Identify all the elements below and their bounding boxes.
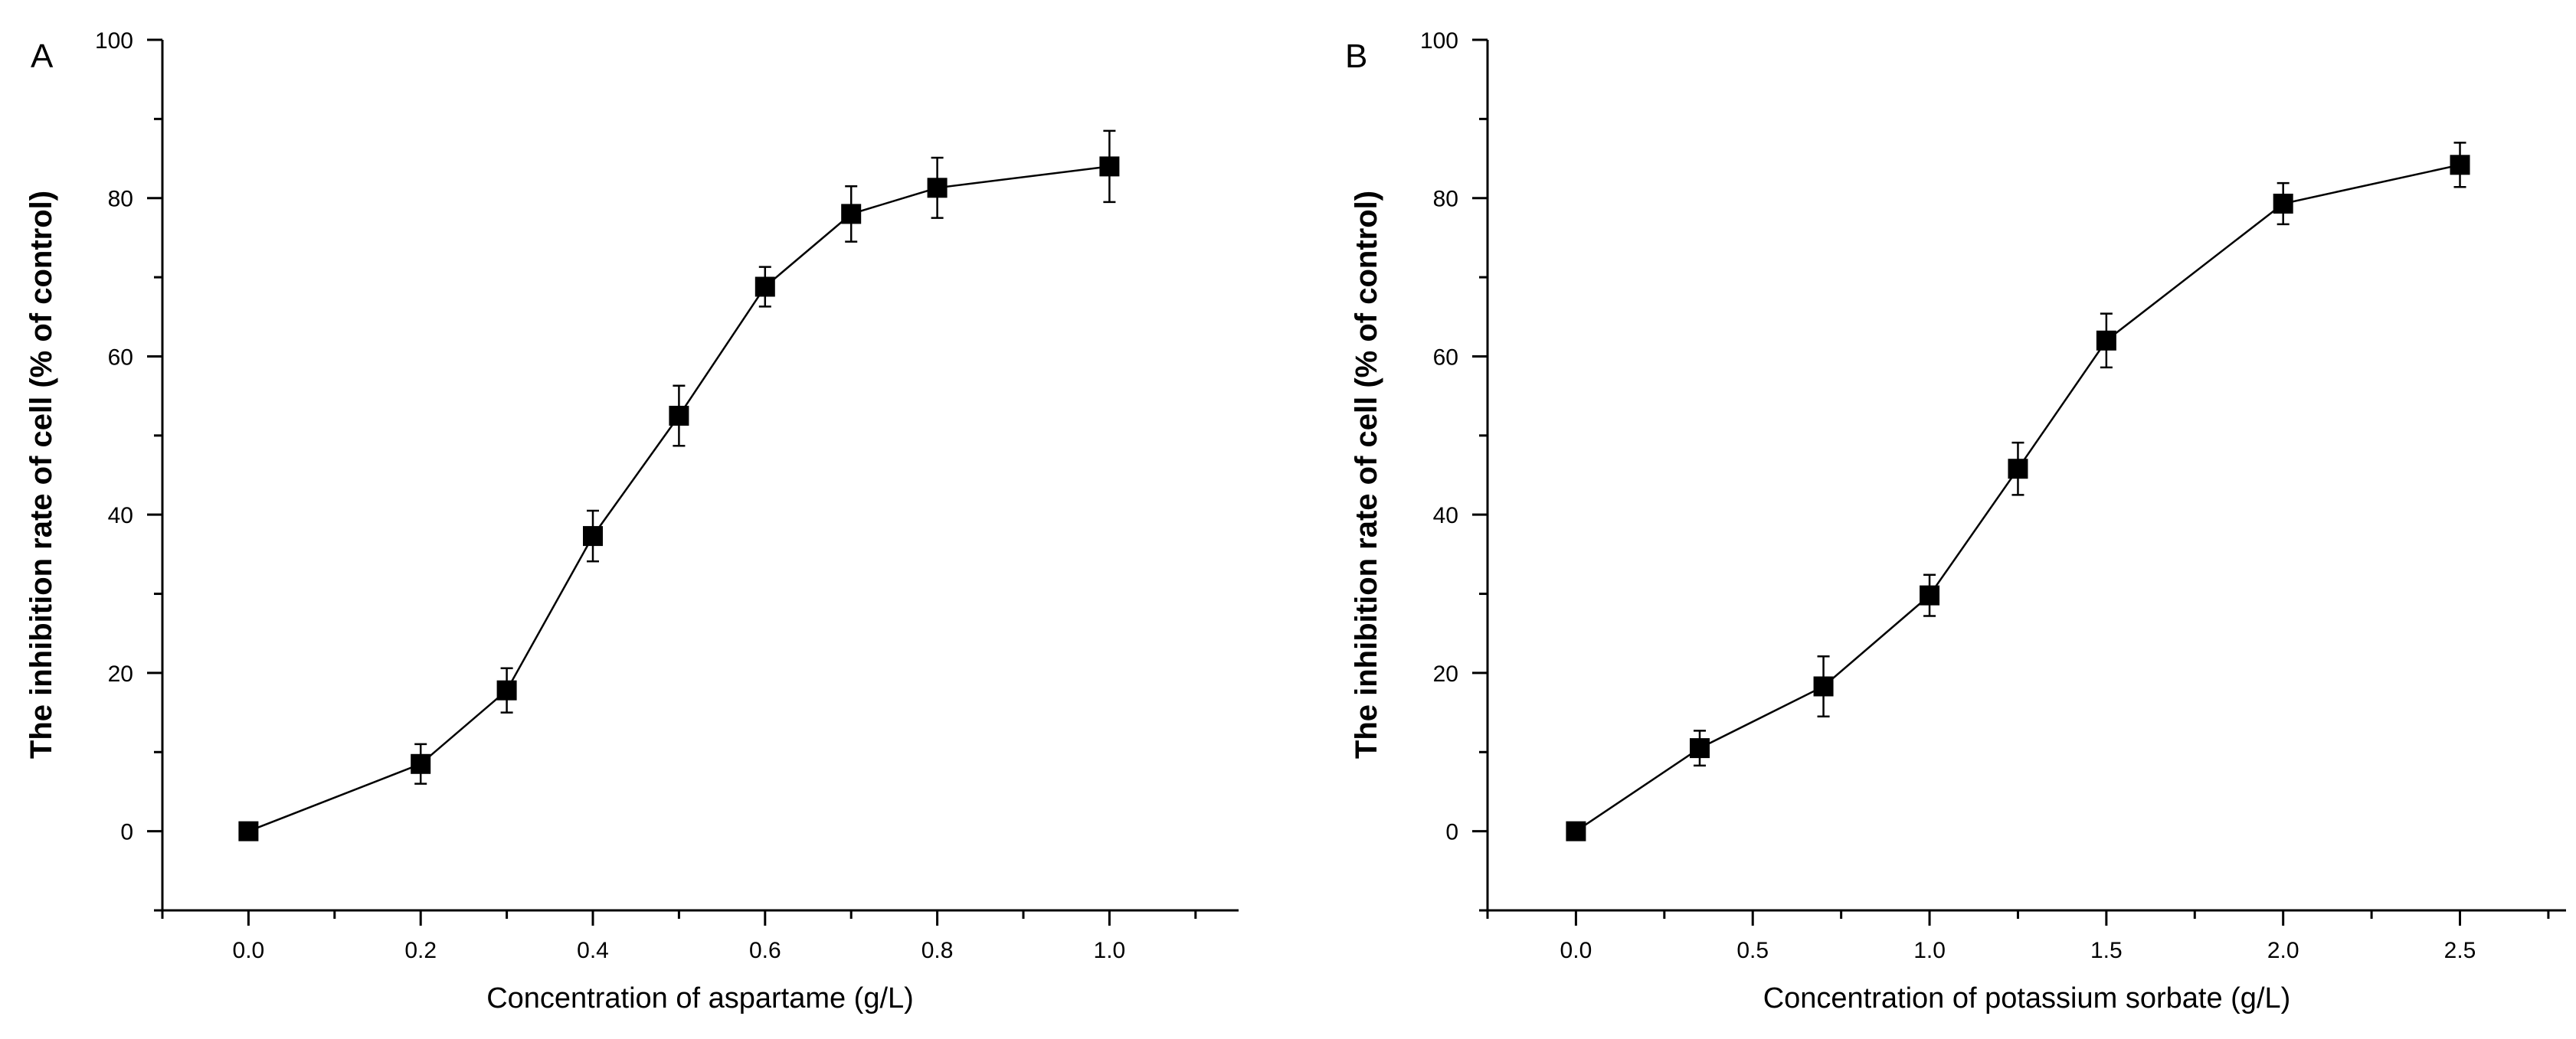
panel-b-data-point	[2450, 155, 2470, 175]
panel-b: B 0 20 40 60 80 100 0.0 0.5 1.0 1.5 2.0 2.5 Concen…	[1345, 28, 2566, 1014]
panel-b-x-tick-label: 1.5	[2090, 938, 2123, 963]
panel-b-x-tick-label: 2.0	[2267, 938, 2299, 963]
panel-b-series-line	[1575, 164, 2460, 832]
panel-a-data-point	[927, 178, 948, 198]
panel-b-y-tick-label: 40	[1433, 503, 1458, 528]
panel-b-y-tick-label: 60	[1433, 345, 1458, 370]
panel-a-y-tick-label: 100	[95, 28, 133, 54]
panel-a-label: A	[31, 38, 54, 75]
panel-b-data-point	[1813, 676, 1834, 697]
panel-b-x-tick-label: 1.0	[1913, 938, 1946, 963]
panel-a-data-point	[754, 276, 775, 297]
panel-b-data-point	[1689, 738, 1710, 759]
panel-a-data-point	[1099, 156, 1120, 177]
panel-b-y-tick-label: 0	[1445, 820, 1458, 845]
panel-a-data-point	[583, 526, 603, 547]
panel-a-x-tick-label: 0.0	[233, 938, 265, 963]
panel-a-data-point	[238, 821, 259, 841]
panel-b-x-tick-label: 0.0	[1560, 938, 1592, 963]
panel-a-data-point	[841, 204, 862, 224]
panel-a-x-tick-label: 0.2	[404, 938, 437, 963]
panel-b-data-point	[1920, 585, 1940, 606]
panel-b-x-ticks: 0.0 0.5 1.0 1.5 2.0 2.5	[1486, 910, 2550, 963]
panel-b-data-point	[2096, 330, 2116, 351]
panel-a-y-tick-label: 20	[108, 662, 133, 687]
panel-a-x-tick-label: 0.4	[577, 938, 609, 963]
panel-b-x-tick-label: 0.5	[1736, 938, 1769, 963]
panel-b-y-axis-title: The inhibition rate of cell (% of contro…	[1350, 191, 1383, 759]
panel-b-plot-area	[1566, 142, 2470, 841]
panel-b-data-point	[2008, 459, 2028, 479]
panel-a-data-point	[496, 680, 517, 701]
panel-a-x-tick-label: 1.0	[1094, 938, 1126, 963]
panel-a-y-tick-label: 0	[120, 820, 133, 845]
panel-b-x-tick-label: 2.5	[2444, 938, 2476, 963]
panel-a-y-tick-label: 80	[108, 187, 133, 212]
panel-a: A 0 20 40 60 80 100 0.0 0.2 0.4 0.6 0.8 1.0 Concen…	[25, 28, 1239, 1014]
panel-a-x-axis-title: Concentration of aspartame (g/L)	[486, 982, 914, 1014]
panel-a-x-ticks: 0.0 0.2 0.4 0.6 0.8 1.0	[161, 910, 1197, 963]
panel-a-y-axis-title: The inhibition rate of cell (% of contro…	[25, 191, 58, 759]
panel-b-y-tick-label: 80	[1433, 187, 1458, 212]
panel-b-y-tick-label: 100	[1420, 28, 1458, 54]
panel-b-data-point	[2273, 193, 2293, 214]
panel-a-x-tick-label: 0.8	[921, 938, 954, 963]
panel-a-y-tick-label: 60	[108, 345, 133, 370]
panel-a-plot-area	[238, 129, 1120, 841]
panel-a-x-tick-label: 0.6	[749, 938, 781, 963]
panel-a-y-tick-label: 40	[108, 503, 133, 528]
panel-a-data-point	[669, 405, 689, 426]
panel-b-y-tick-label: 20	[1433, 662, 1458, 687]
panel-b-data-point	[1566, 821, 1586, 841]
panel-b-x-axis-title: Concentration of potassium sorbate (g/L)	[1763, 982, 2291, 1014]
panel-a-series-line	[247, 165, 1110, 832]
panel-b-label: B	[1345, 38, 1367, 75]
panel-b-y-ticks: 0 20 40 60 80 100	[1420, 28, 1488, 912]
panel-a-y-ticks: 0 20 40 60 80 100	[95, 28, 162, 912]
panel-a-data-point	[411, 753, 431, 774]
